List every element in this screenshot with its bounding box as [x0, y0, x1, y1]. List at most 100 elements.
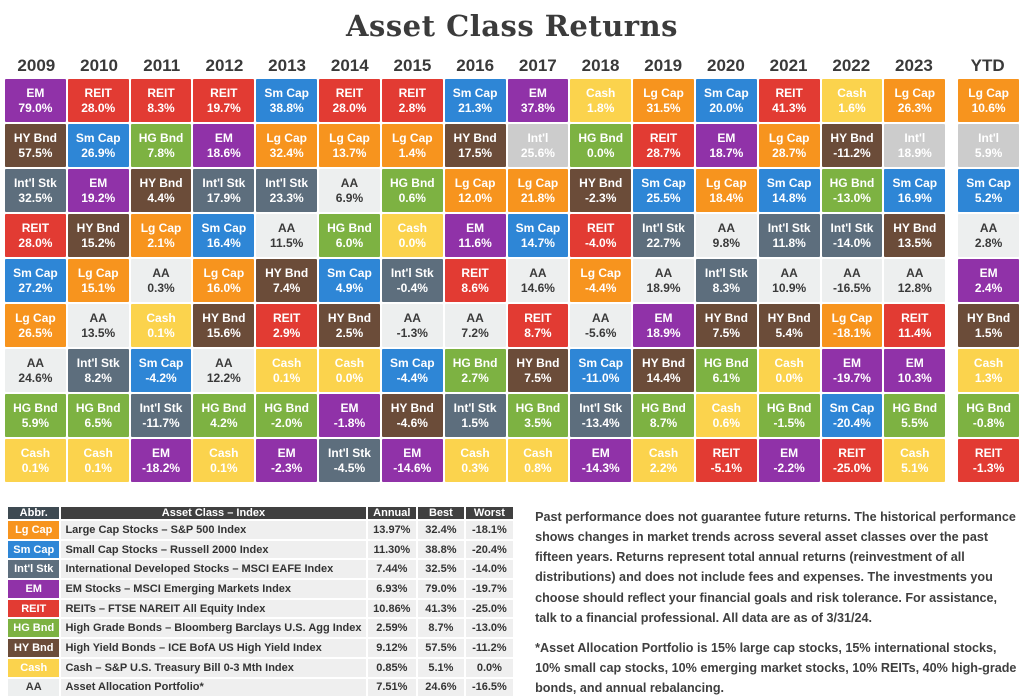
asset-label: Int'l Stk	[830, 220, 874, 235]
return-value: 21.3%	[458, 100, 493, 115]
return-value: 7.4%	[272, 280, 301, 295]
asset-label: Cash	[209, 445, 239, 460]
legend-abbr: REIT	[8, 599, 60, 618]
return-cell: Cash 0.0%	[381, 214, 443, 257]
legend-row: AA Asset Allocation Portfolio* 7.51% 24.6% -…	[8, 678, 514, 697]
return-value: 0.6%	[712, 415, 741, 430]
return-cell: EM 79.0%	[5, 79, 66, 122]
legend-header-asset-class-index: Asset Class – Index	[61, 507, 366, 519]
legend-best: 24.6%	[418, 678, 464, 697]
return-value: 32.4%	[269, 145, 304, 160]
return-cell: Int'l Stk -4.5%	[319, 439, 380, 482]
year-header-2016: 2016	[456, 56, 495, 75]
asset-label: Int'l Stk	[642, 220, 685, 235]
return-cell: Lg Cap 16.0%	[193, 259, 255, 302]
return-cell: Sm Cap 5.2%	[958, 169, 1019, 212]
return-cell: HY Bnd 17.5%	[444, 124, 506, 167]
return-cell: Int'l Stk 23.3%	[256, 169, 318, 212]
asset-label: EM	[152, 445, 171, 460]
return-cell: AA -1.3%	[381, 304, 443, 347]
return-value: 0.1%	[147, 325, 175, 340]
return-cell: HY Bnd 57.5%	[5, 124, 66, 167]
return-cell: Lg Cap 2.1%	[130, 214, 192, 257]
return-cell: Lg Cap -4.4%	[570, 259, 632, 302]
asset-label: Cash	[523, 445, 553, 460]
return-cell: Lg Cap 26.3%	[884, 79, 946, 122]
return-cell: Cash 1.3%	[958, 349, 1019, 392]
asset-label: AA	[843, 265, 861, 280]
return-value: 18.4%	[709, 190, 744, 205]
legend-name: Asset Allocation Portfolio*	[61, 678, 366, 697]
legend-best: 8.7%	[418, 619, 464, 638]
asset-label: Lg Cap	[894, 85, 936, 100]
asset-label: Sm Cap	[641, 175, 686, 190]
asset-label: HG Bnd	[13, 400, 58, 415]
asset-label: REIT	[901, 310, 929, 325]
return-cell: Sm Cap 21.3%	[444, 79, 506, 122]
asset-label: HG Bnd	[515, 400, 561, 415]
return-value: 20.0%	[709, 100, 744, 115]
return-value: -4.4%	[585, 280, 617, 295]
return-cell: Sm Cap 16.9%	[884, 169, 946, 212]
return-cell: REIT 41.3%	[758, 79, 820, 122]
return-value: 6.9%	[335, 190, 364, 205]
return-value: 14.7%	[520, 235, 555, 250]
return-cell: EM 37.8%	[507, 79, 569, 122]
return-value: 2.2%	[649, 460, 678, 475]
asset-label: REIT	[775, 85, 803, 100]
return-value: -2.3%	[585, 190, 617, 205]
return-value: 4.4%	[147, 190, 175, 205]
return-cell: Lg Cap 12.0%	[444, 169, 506, 212]
return-value: -0.8%	[972, 415, 1005, 430]
return-cell: AA 2.8%	[958, 214, 1019, 257]
return-value: 26.9%	[81, 145, 116, 160]
return-cell: EM 10.3%	[884, 349, 946, 392]
return-cell: REIT 28.0%	[319, 79, 380, 122]
return-cell: Sm Cap 25.5%	[633, 169, 694, 212]
asset-label: Lg Cap	[643, 85, 684, 100]
asset-label: Lg Cap	[203, 265, 245, 280]
return-value: -2.0%	[270, 415, 303, 430]
return-cell: HG Bnd 6.5%	[67, 394, 129, 437]
year-header-2009: 2009	[17, 56, 56, 75]
legend-best: 32.5%	[418, 560, 464, 579]
year-header-2014: 2014	[330, 56, 369, 75]
asset-label: Cash	[20, 445, 51, 460]
asset-label: HG Bnd	[201, 400, 247, 415]
legend-name: Large Cap Stocks – S&P 500 Index	[61, 521, 366, 539]
year-column-2014: REIT 28.0% Lg Cap 13.7% AA 6.9% HG Bnd 6.0% Sm C…	[319, 79, 380, 484]
return-cell: Sm Cap 14.7%	[507, 214, 569, 257]
return-value: -4.6%	[396, 415, 428, 430]
asset-label: Lg Cap	[768, 130, 810, 145]
return-value: 15.6%	[206, 325, 241, 340]
return-value: 0.1%	[272, 370, 301, 385]
asset-label: HG Bnd	[389, 175, 435, 190]
return-cell: REIT 8.3%	[130, 79, 192, 122]
return-cell: Sm Cap -4.4%	[381, 349, 443, 392]
return-cell: Lg Cap -18.1%	[821, 304, 883, 347]
legend-row: Sm Cap Small Cap Stocks – Russell 2000 In…	[8, 540, 514, 559]
return-cell: REIT 2.9%	[256, 304, 318, 347]
legend-worst: -16.5%	[465, 678, 514, 697]
asset-label: Cash	[900, 445, 930, 460]
year-header-2012: 2012	[205, 56, 244, 75]
asset-label: HY Bnd	[202, 310, 246, 325]
disclaimer-paragraph: Past performance does not guarantee futu…	[535, 510, 1016, 625]
page-title: Asset Class Returns	[346, 9, 678, 43]
return-value: 28.0%	[18, 235, 53, 250]
return-value: 12.0%	[458, 190, 493, 205]
legend-row: HY Bnd High Yield Bonds – ICE BofA US Hig…	[8, 639, 514, 657]
return-cell: EM 18.6%	[193, 124, 255, 167]
asset-label: EM	[842, 355, 861, 370]
year-column-2022: Cash 1.6% HY Bnd -11.2% HG Bnd -13.0% Int'l St…	[821, 79, 883, 484]
return-value: 31.5%	[646, 100, 681, 115]
legend-annual: 11.30%	[367, 540, 417, 559]
return-cell: HG Bnd 0.6%	[381, 169, 443, 212]
legend-worst: 0.0%	[465, 658, 514, 677]
return-cell: HY Bnd 13.5%	[884, 214, 946, 257]
asset-label: HY Bnd	[579, 175, 623, 190]
asset-label: EM	[214, 130, 233, 145]
asset-label: HG Bnd	[327, 220, 372, 235]
year-header-2010: 2010	[80, 56, 118, 75]
return-cell: AA 18.9%	[633, 259, 694, 302]
